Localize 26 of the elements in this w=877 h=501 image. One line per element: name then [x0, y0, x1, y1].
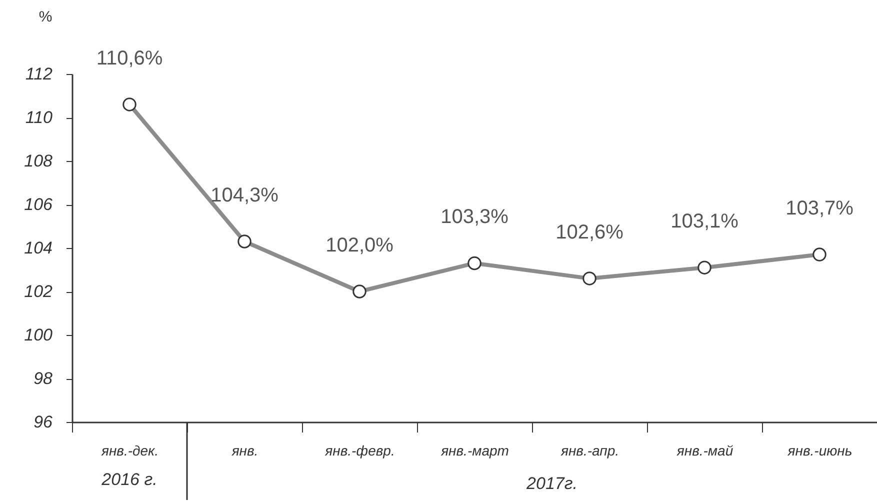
data-label: 104,3%	[210, 184, 279, 206]
y-tick-label: 112	[25, 64, 54, 84]
data-label: 102,0%	[326, 234, 394, 256]
data-label: 110,6%	[96, 47, 163, 70]
y-tick-label: 108	[24, 152, 54, 170]
x-tick-label: янв.-апр.	[560, 442, 620, 458]
y-tick-label: 100	[24, 326, 54, 344]
data-label: 103,7%	[786, 198, 854, 220]
text: 2016 г.	[100, 470, 158, 489]
data-label: 103,3%	[440, 206, 509, 228]
y-tick-label: 106	[24, 195, 54, 214]
y-axis-title: %	[38, 8, 52, 26]
x-tick-label: янв.-июнь	[786, 442, 852, 458]
text: 2017г.	[526, 474, 578, 493]
data-label: 102,6%	[556, 221, 624, 244]
x-tick-label: янв.-март	[440, 442, 510, 458]
x-tick-label: янв.-дек.	[100, 442, 159, 458]
data-label: 103,1%	[670, 210, 739, 233]
y-tick-label: 110	[25, 108, 54, 127]
y-tick-label: 98	[34, 369, 54, 388]
x-tick-label: янв.	[230, 442, 258, 458]
y-tick-label: 102	[24, 282, 54, 301]
y-tick-label: 96	[34, 412, 54, 432]
x-tick-label: янв.-май	[676, 442, 734, 458]
y-tick-label: 104	[24, 238, 52, 258]
x-tick-label: янв.-февр.	[324, 442, 395, 458]
